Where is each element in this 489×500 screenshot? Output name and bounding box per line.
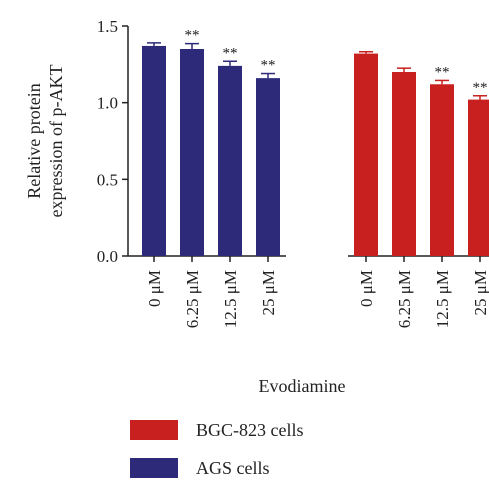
bar — [180, 49, 204, 256]
bar — [256, 78, 280, 256]
bar — [430, 84, 454, 257]
significance-label: ** — [185, 28, 200, 44]
x-tick-label: 12.5 μM — [433, 270, 452, 328]
y-tick-label: 1.5 — [97, 17, 118, 36]
bar — [218, 65, 242, 256]
significance-label: ** — [473, 80, 488, 96]
y-tick-label: 0.5 — [97, 170, 118, 189]
bar — [142, 45, 166, 256]
legend: BGC-823 cells AGS cells — [130, 420, 304, 478]
y-axis-title-line: expression of p-AKT — [46, 65, 66, 218]
y-axis-title-line: Relative protein — [24, 83, 44, 198]
x-tick-label: 6.25 μM — [395, 270, 414, 328]
legend-swatch — [130, 420, 178, 440]
legend-swatch — [130, 458, 178, 478]
legend-label: BGC-823 cells — [196, 420, 304, 440]
bar — [468, 99, 489, 256]
x-tick-label: 0 μM — [145, 270, 164, 307]
x-tick-label: 25 μM — [471, 270, 489, 315]
significance-label: ** — [435, 64, 450, 80]
x-tick-label: 12.5 μM — [221, 270, 240, 328]
bar — [354, 53, 378, 256]
significance-label: ** — [223, 45, 238, 61]
legend-label: AGS cells — [196, 458, 270, 478]
y-tick-label: 1.0 — [97, 94, 118, 113]
x-tick-label: 6.25 μM — [183, 270, 202, 328]
y-tick-label: 0.0 — [97, 247, 118, 266]
x-tick-label: 0 μM — [357, 270, 376, 307]
significance-label: ** — [261, 58, 276, 74]
bar — [392, 72, 416, 256]
category-labels: 0 μM 6.25 μM 12.5 μM 25 μM 0 μM 6.25 μM 12.5 μ… — [145, 270, 489, 328]
x-tick-label: 25 μM — [259, 270, 278, 315]
bars: ** ** ** ** ** — [142, 28, 489, 257]
x-axis-title: Evodiamine — [259, 376, 346, 396]
